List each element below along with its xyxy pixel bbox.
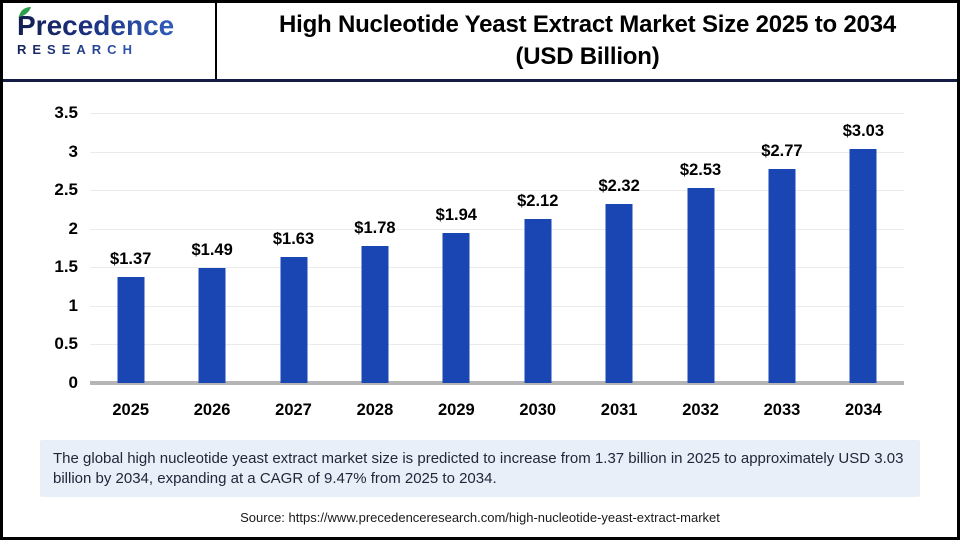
bar-slot: $1.49 2026: [171, 113, 252, 419]
y-tick-label: 2: [68, 218, 78, 238]
bar-2025: [117, 277, 145, 383]
title-line-1: High Nucleotide Yeast Extract Market Siz…: [278, 11, 897, 38]
bar-slot: $2.12 2030: [497, 113, 578, 419]
header-separator: [215, 3, 217, 79]
bar-value-label: $2.53: [679, 160, 722, 179]
bar-series: $1.37 2025 $1.49 2026 $1.63 2027 $1.78 2028 $1.9…: [90, 113, 904, 419]
bar-slot: $2.53 2032: [660, 113, 741, 419]
x-tick-label: 2034: [845, 401, 882, 419]
bar-slot: $2.77 2033: [741, 113, 822, 419]
bar-2026: [198, 268, 226, 383]
source-line: Source: https://www.precedenceresearch.c…: [240, 510, 720, 525]
gridline: [90, 228, 904, 230]
bar-value-label: $2.12: [517, 192, 559, 211]
bar-value-label: $1.49: [191, 241, 233, 260]
bar-2029: [442, 233, 470, 383]
bar-chart-plot-area: 0 0.5 1 1.5 2 2.5 3 3.5 $1.37 2025 $1.49 2026 $1.63…: [54, 103, 904, 419]
y-tick-label: 1.5: [54, 257, 78, 277]
y-tick-label: 0.5: [54, 334, 78, 354]
bar-2034: [849, 149, 877, 383]
x-tick-label: 2026: [193, 401, 231, 419]
y-tick-label: 0: [68, 373, 78, 392]
x-tick-label: 2028: [356, 401, 394, 419]
logo-subtitle: RESEARCH: [17, 42, 207, 57]
x-tick-label: 2032: [682, 401, 719, 419]
x-tick-label: 2029: [437, 401, 475, 419]
description-box: The global high nucleotide yeast extract…: [40, 440, 920, 497]
bar-slot: $1.63 2027: [253, 113, 334, 419]
gridline: [90, 267, 904, 269]
x-tick-label: 2031: [600, 401, 638, 419]
bar-slot: $2.32 2031: [578, 113, 659, 419]
bar-2031: [605, 204, 633, 383]
bar-2030: [524, 219, 552, 383]
bar-value-label: $1.37: [110, 250, 152, 269]
bar-value-label: $2.32: [598, 177, 640, 196]
gridline: [90, 113, 904, 114]
x-tick-label: 2025: [112, 401, 150, 419]
precedence-research-logo: Precedence RESEARCH: [17, 7, 207, 57]
gridline: [90, 190, 904, 192]
description-text: The global high nucleotide yeast extract…: [53, 450, 904, 487]
y-tick-label: 3.5: [54, 103, 78, 122]
x-tick-label: 2030: [519, 401, 557, 419]
bar-value-label: $1.94: [435, 206, 477, 225]
x-tick-label: 2027: [275, 401, 312, 419]
leaf-icon: [19, 7, 31, 17]
bar-value-label: $2.77: [761, 142, 803, 161]
header: Precedence RESEARCH High Nucleotide Yeas…: [3, 3, 957, 79]
gridline: [90, 344, 904, 346]
x-tick-label: 2033: [763, 401, 801, 419]
bar-slot: $3.03 2034: [823, 113, 904, 419]
y-tick-label: 3: [68, 141, 78, 161]
gridline: [90, 151, 904, 153]
title-line-2: (USD Billion): [515, 43, 660, 70]
page-title: High Nucleotide Yeast Extract Market Siz…: [218, 3, 957, 79]
bar-2028: [361, 245, 389, 383]
bar-slot: $1.78 2028: [334, 113, 415, 419]
bar-2027: [280, 257, 308, 383]
bar-slot: $1.37 2025: [90, 113, 171, 419]
x-axis-baseline: [90, 381, 904, 385]
bar-value-label: $3.03: [842, 122, 885, 141]
bar-value-label: $1.63: [272, 230, 315, 249]
header-divider: [3, 79, 957, 82]
bar-2033: [768, 169, 796, 383]
bar-2032: [687, 187, 715, 383]
gridline: [90, 305, 904, 307]
logo-wordmark: Precedence: [17, 11, 207, 41]
y-tick-label: 1: [68, 295, 78, 315]
bar-value-label: $1.78: [354, 218, 396, 237]
bar-slot: $1.94 2029: [416, 113, 497, 419]
y-tick-label: 2.5: [54, 180, 78, 200]
